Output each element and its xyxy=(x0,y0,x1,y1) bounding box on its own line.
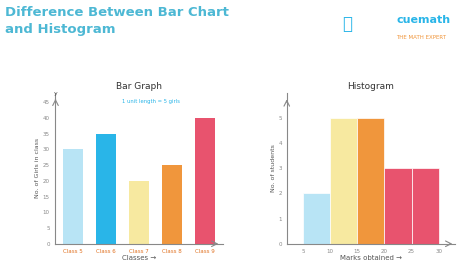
Bar xyxy=(330,118,357,244)
Text: THE MATH EXPERT: THE MATH EXPERT xyxy=(396,35,446,40)
Title: Histogram: Histogram xyxy=(347,82,394,91)
Bar xyxy=(129,181,148,244)
Text: Difference Between Bar Chart
and Histogram: Difference Between Bar Chart and Histogr… xyxy=(5,6,228,35)
Text: 🚀: 🚀 xyxy=(342,15,353,32)
Y-axis label: No. of students: No. of students xyxy=(271,144,276,192)
Bar xyxy=(303,193,330,244)
Bar xyxy=(357,118,384,244)
Bar xyxy=(384,168,411,244)
Bar xyxy=(162,165,182,244)
X-axis label: Classes →: Classes → xyxy=(121,255,156,261)
Y-axis label: No. of Girls in class: No. of Girls in class xyxy=(35,138,40,198)
Text: cuemath: cuemath xyxy=(396,15,450,25)
Bar xyxy=(411,168,439,244)
Bar xyxy=(195,118,215,244)
Text: y: y xyxy=(54,91,57,96)
Bar xyxy=(63,149,82,244)
Bar xyxy=(96,134,116,244)
X-axis label: Marks obtained →: Marks obtained → xyxy=(340,255,402,261)
Text: 1 unit length = 5 girls: 1 unit length = 5 girls xyxy=(122,99,180,104)
Title: Bar Graph: Bar Graph xyxy=(116,82,162,91)
